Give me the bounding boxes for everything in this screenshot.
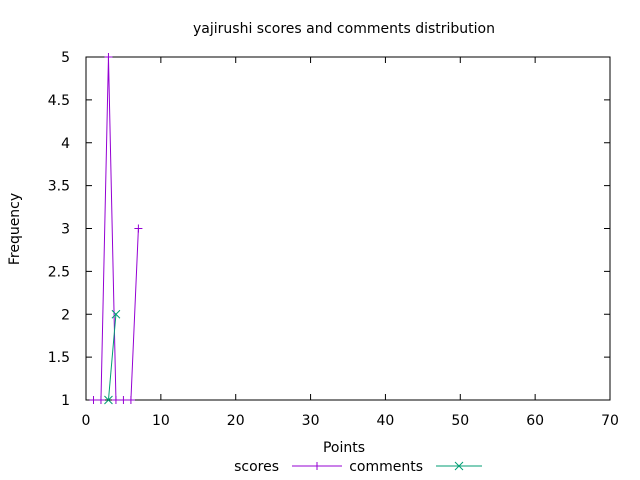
series-line-comments xyxy=(107,314,117,401)
y-tick-label: 1.5 xyxy=(48,350,70,366)
series-line-scores xyxy=(93,56,139,401)
y-tick-label: 1 xyxy=(61,393,70,409)
x-axis-label: Points xyxy=(323,440,365,456)
y-tick-label: 4 xyxy=(61,136,70,152)
legend: scores comments xyxy=(234,459,482,475)
x-tick-label: 50 xyxy=(451,413,469,429)
axes: 0 10 20 30 40 50 60 70 1 1.5 2 2.5 3 3.5 4 4.5 5 xyxy=(48,50,619,429)
legend-label-scores: scores xyxy=(234,459,279,475)
x-tick-label: 60 xyxy=(526,413,544,429)
y-tick-label: 5 xyxy=(61,50,70,66)
x-tick-label: 10 xyxy=(152,413,170,429)
y-tick-label: 3 xyxy=(61,222,70,238)
legend-label-comments: comments xyxy=(349,459,423,475)
data-point-comments xyxy=(104,395,113,405)
y-tick-label: 2.5 xyxy=(48,264,70,280)
chart-title: yajirushi scores and comments distributi… xyxy=(193,21,495,37)
x-tick-label: 0 xyxy=(82,413,91,429)
x-tick-label: 30 xyxy=(302,413,320,429)
plot-border xyxy=(85,56,611,401)
x-tick-label: 40 xyxy=(377,413,395,429)
series-comments xyxy=(104,309,121,405)
series-scores xyxy=(89,53,143,404)
x-tick-label: 20 xyxy=(227,413,245,429)
y-tick-label: 3.5 xyxy=(48,179,70,195)
data-point-comments xyxy=(111,309,121,319)
y-axis-label: Frequency xyxy=(7,193,23,265)
legend-marker-comments xyxy=(454,461,464,471)
y-tick-label: 2 xyxy=(61,307,70,323)
x-tick-label: 70 xyxy=(601,413,619,429)
y-tick-label: 4.5 xyxy=(48,93,70,109)
series-layer xyxy=(89,53,143,405)
